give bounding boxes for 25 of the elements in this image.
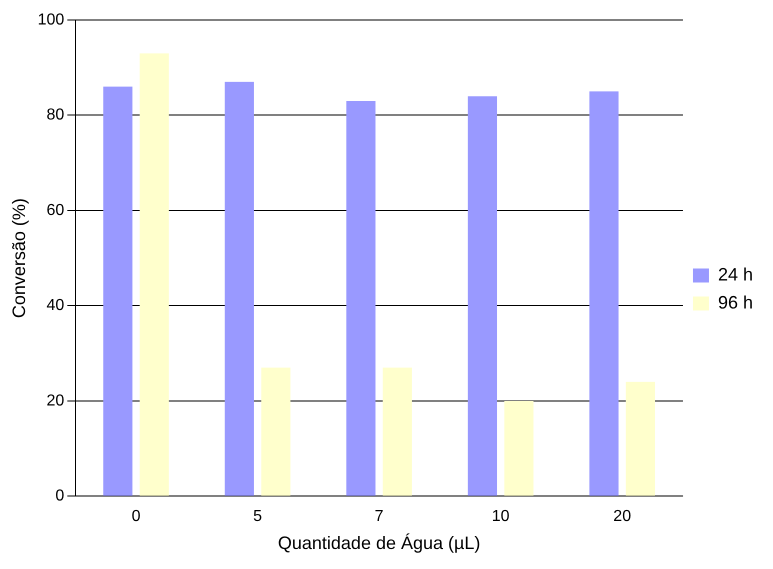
bar <box>382 368 412 496</box>
y-tick-label: 0 <box>55 488 64 505</box>
bar <box>346 100 376 496</box>
x-tick-label: 20 <box>613 508 632 526</box>
x-tick-label: 10 <box>492 508 510 526</box>
bar <box>261 368 290 496</box>
y-tick-label: 60 <box>46 202 64 219</box>
x-axis-title: Quantidade de Água (µL) <box>278 533 480 554</box>
y-axis-title: Conversão (%) <box>8 198 29 318</box>
bar <box>504 400 534 496</box>
x-tick-label: 5 <box>253 508 262 526</box>
bar <box>224 82 254 496</box>
bar <box>103 86 132 496</box>
y-tick-label: 80 <box>46 106 64 124</box>
y-tick-label: 100 <box>38 11 64 28</box>
bar <box>626 382 656 496</box>
legend-label: 24 h <box>718 264 754 284</box>
x-tick-label: 7 <box>374 508 384 526</box>
y-tick-label: 20 <box>46 392 64 410</box>
y-tick-label: 40 <box>46 297 64 314</box>
x-tick-label: 0 <box>132 508 141 526</box>
bar <box>140 53 169 496</box>
legend-label: 96 h <box>718 292 754 312</box>
bar <box>589 91 619 496</box>
bar <box>468 96 498 496</box>
